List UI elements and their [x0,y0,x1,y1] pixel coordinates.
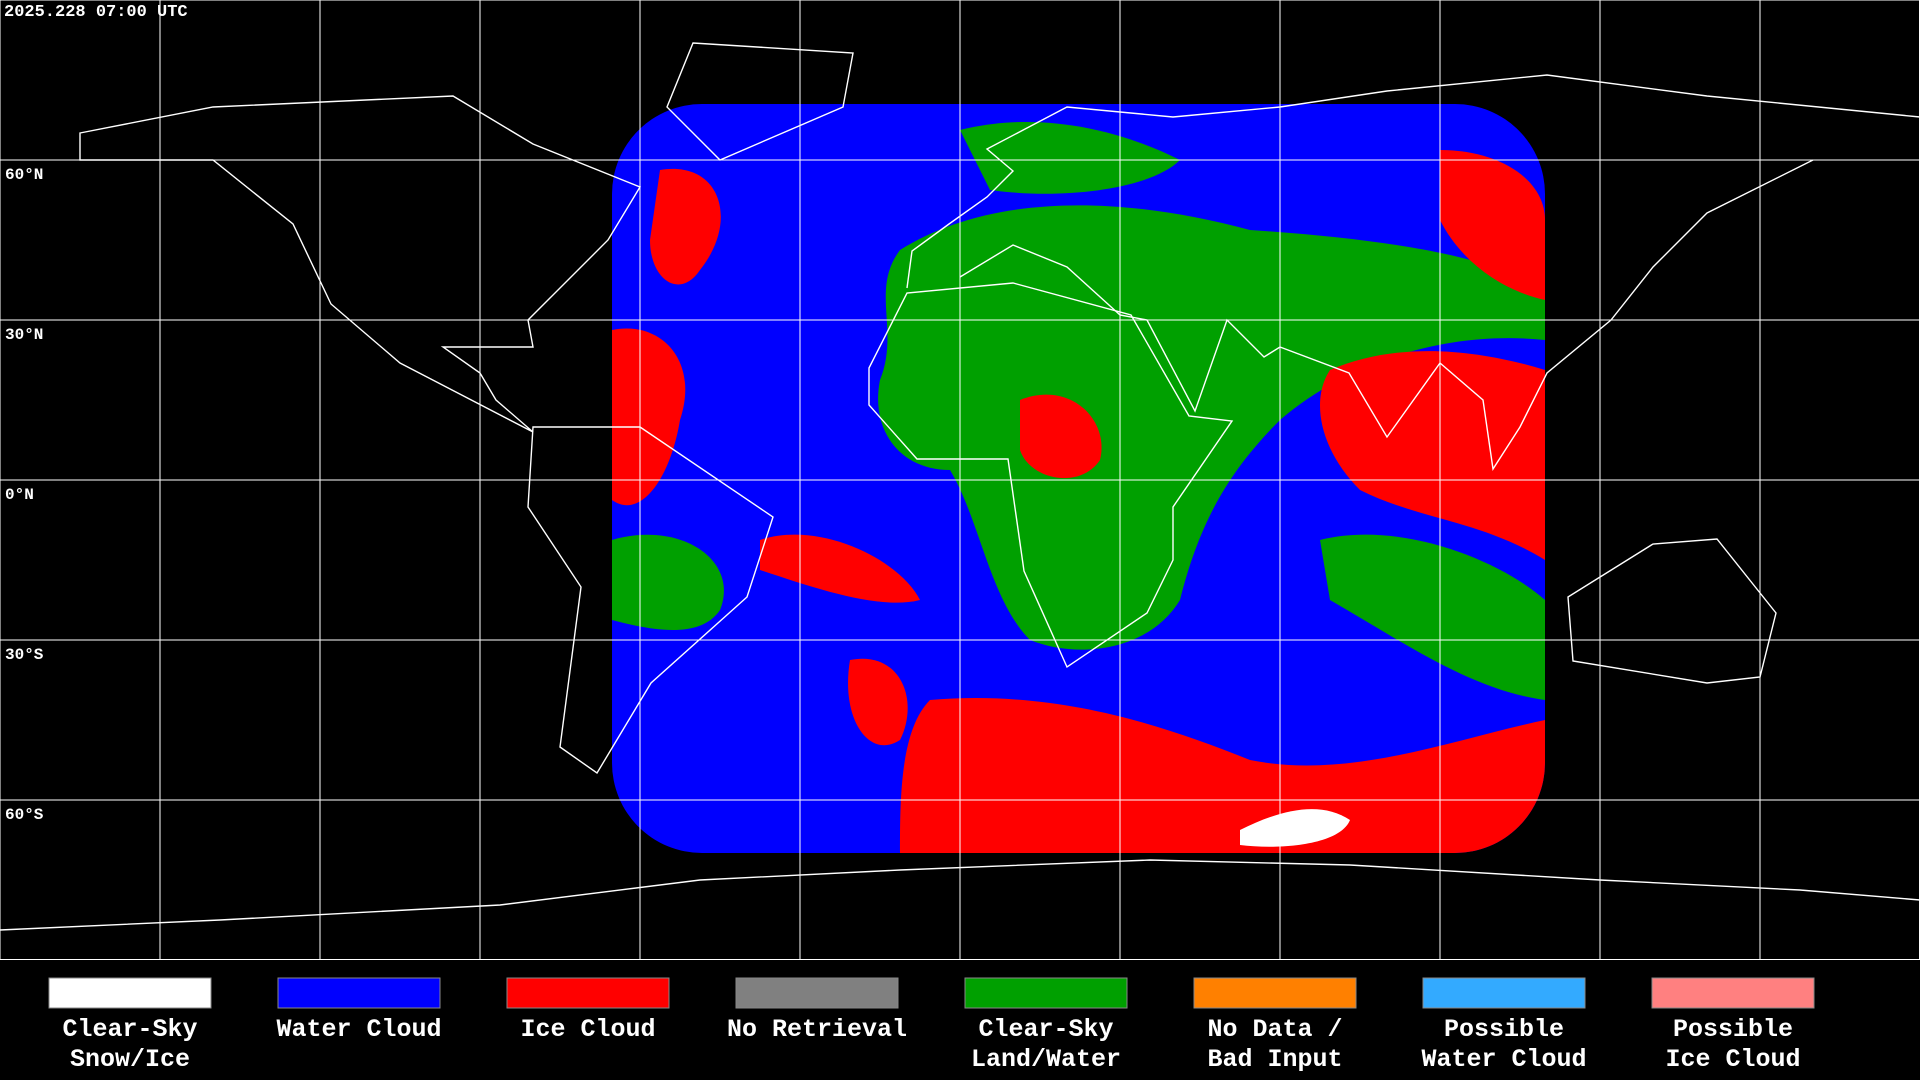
legend-label: Land/Water [971,1045,1121,1074]
clear-sky-area [960,121,1180,194]
coastline [527,426,774,775]
ice-cloud-area [612,328,686,506]
coastline [1567,538,1777,684]
legend-swatch [1422,977,1586,1009]
legend-swatch [48,977,212,1009]
ice-cloud-area [1320,351,1545,560]
latitude-label: 60°N [5,166,43,184]
latitude-label: 30°S [5,646,44,664]
latitude-label: 30°N [5,326,43,344]
latitude-label: 0°N [5,486,34,504]
legend-swatch [277,977,441,1009]
coastline [79,95,642,433]
timestamp: 2025.228 07:00 UTC [4,3,188,22]
legend-swatch [1193,977,1357,1009]
legend-swatch [1651,977,1815,1009]
satellite-coverage [612,104,1545,853]
legend-swatch [964,977,1128,1009]
legend-label: Possible [1444,1015,1564,1044]
legend-label: Possible [1673,1015,1793,1044]
clear-sky-area [878,205,1545,650]
legend-label: No Retrieval [727,1015,907,1044]
coastline [0,859,1920,931]
coastline [868,282,1234,669]
legend-label: Water Cloud [276,1015,441,1044]
latitude-labels: 60°N 30°N 0°N 30°S 60°S [5,166,44,824]
ice-cloud-area [650,168,721,285]
legend-label: Ice Cloud [1665,1045,1800,1074]
legend-label: Bad Input [1207,1045,1342,1074]
snow-ice-area [1240,809,1350,847]
legend-label: No Data / [1207,1015,1342,1044]
ice-cloud-area [1440,150,1545,300]
legend-label: Water Cloud [1421,1045,1586,1074]
legend-label: Clear-Sky [978,1015,1113,1044]
legend-swatch [506,977,670,1009]
ice-cloud-area [900,698,1545,853]
clear-sky-area [1320,534,1545,700]
legend-swatch [735,977,899,1009]
legend-label: Ice Cloud [520,1015,655,1044]
legend-label: Snow/Ice [70,1045,190,1074]
legend-label: Clear-Sky [62,1015,197,1044]
latitude-label: 60°S [5,806,44,824]
ice-cloud-area [1020,394,1102,479]
ice-cloud-area [848,658,908,746]
coastline [666,42,854,161]
